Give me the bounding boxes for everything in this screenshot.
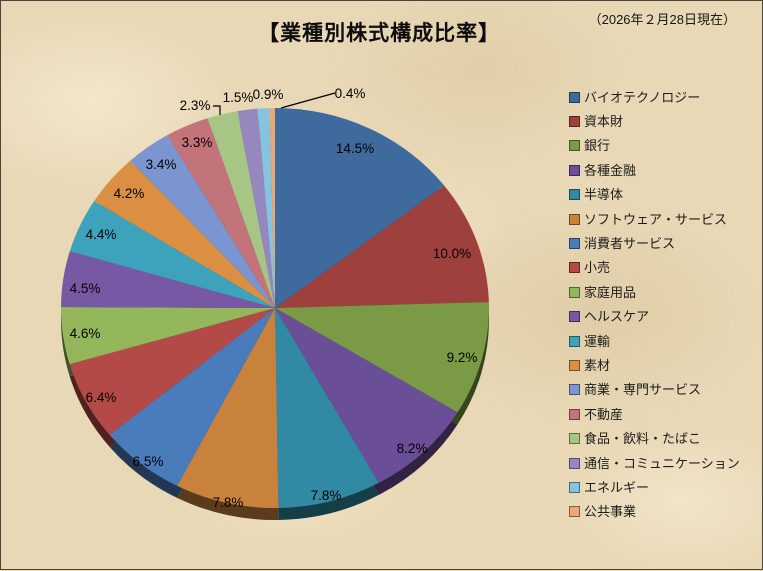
pie-slice-label: 2.3%	[180, 98, 211, 113]
label-leader-line	[213, 105, 221, 115]
pie-slice	[130, 135, 275, 308]
legend-item: ソフトウェア・サービス	[569, 207, 740, 231]
legend-swatch	[569, 140, 580, 152]
legend-swatch	[569, 164, 580, 176]
legend-item: 資本財	[569, 109, 740, 133]
legend-swatch	[569, 433, 580, 445]
pie-slice-label: 8.2%	[397, 441, 428, 456]
legend-item: 商業・専門サービス	[569, 378, 740, 402]
legend-item: 公共事業	[569, 500, 740, 524]
pie-slice	[69, 308, 275, 435]
pie-slice	[61, 307, 275, 365]
pie-slice	[177, 308, 279, 508]
legend-item: 半導体	[569, 183, 740, 207]
legend-item: 銀行	[569, 134, 740, 158]
pie-slice	[167, 118, 275, 308]
legend-swatch	[569, 213, 580, 225]
legend-swatch	[569, 481, 580, 493]
legend-item: 素材	[569, 353, 740, 377]
pie-slice-label: 0.4%	[335, 86, 366, 101]
legend-item: 不動産	[569, 402, 740, 426]
pie-slice	[109, 308, 275, 486]
legend-label: 半導体	[584, 187, 624, 203]
pie-slice	[237, 108, 275, 308]
pie-slice-label: 6.4%	[86, 390, 117, 405]
pie-slice-label: 3.4%	[146, 157, 177, 172]
legend-item: 小売	[569, 256, 740, 280]
legend-swatch	[569, 506, 580, 518]
label-leader-line	[280, 92, 336, 109]
legend-label: ヘルスケア	[584, 309, 650, 325]
legend-label: 素材	[584, 357, 611, 373]
as-of-date: （2026年２月28日現在）	[588, 12, 736, 27]
pie-slice	[275, 308, 458, 483]
pie-slice-label: 14.5%	[336, 141, 374, 156]
legend-item: バイオテクノロジー	[569, 85, 740, 109]
legend-swatch	[569, 359, 580, 371]
legend-item: 各種金融	[569, 158, 740, 182]
pie-slice-label: 6.5%	[133, 454, 164, 469]
pie-slice	[69, 201, 275, 308]
legend-label: エネルギー	[584, 479, 650, 495]
chart-title: 【業種別株式構成比率】	[258, 22, 501, 45]
legend-swatch	[569, 408, 580, 420]
legend-label: 通信・コミュニケーション	[584, 455, 740, 471]
legend-item: エネルギー	[569, 475, 740, 499]
pie-slice-label: 10.0%	[433, 246, 471, 261]
legend-swatch	[569, 262, 580, 274]
legend-label: 消費者サービス	[584, 236, 676, 252]
legend-swatch	[569, 311, 580, 323]
legend-label: 資本財	[584, 114, 624, 130]
legend-item: 消費者サービス	[569, 231, 740, 255]
legend-item: 食品・飲料・たばこ	[569, 426, 740, 450]
legend-label: 運輸	[584, 333, 611, 349]
pie-slice	[61, 251, 275, 308]
legend-swatch	[569, 238, 580, 250]
legend-item: 運輸	[569, 329, 740, 353]
pie-slice-label: 3.3%	[182, 135, 213, 150]
pie-slice-label: 0.9%	[253, 87, 284, 102]
pie-slice-label: 7.8%	[311, 488, 342, 503]
pie-slice	[207, 111, 275, 309]
legend-label: 商業・専門サービス	[584, 382, 702, 398]
pie-slice-label: 4.5%	[70, 281, 101, 296]
pie-slice-label: 9.2%	[447, 350, 478, 365]
pie-slice-label: 4.6%	[70, 326, 101, 341]
pie-slice	[275, 302, 489, 413]
legend-label: 食品・飲料・たばこ	[584, 431, 702, 447]
legend-swatch	[569, 91, 580, 103]
pie-slice	[257, 108, 275, 308]
pie-slice	[275, 308, 379, 508]
legend-swatch	[569, 457, 580, 469]
legend-label: 公共事業	[584, 504, 637, 520]
legend-label: ソフトウェア・サービス	[584, 211, 728, 227]
legend-label: 家庭用品	[584, 284, 637, 300]
pie-slice-label: 7.8%	[213, 495, 244, 510]
legend-swatch	[569, 335, 580, 347]
legend-label: バイオテクノロジー	[584, 89, 701, 105]
legend: バイオテクノロジー 資本財銀行各種金融半導体ソフトウェア・サービス 消費者サービス小…	[569, 85, 740, 524]
pie-slice-label: 4.4%	[86, 227, 117, 242]
legend-swatch	[569, 384, 580, 396]
pie-slice-label: 1.5%	[223, 90, 254, 105]
legend-swatch	[569, 116, 580, 128]
legend-item: 家庭用品	[569, 280, 740, 304]
legend-label: 不動産	[584, 406, 624, 422]
legend-item: ヘルスケア	[569, 305, 740, 329]
legend-item: 通信・コミュニケーション	[569, 451, 740, 475]
pie-slice	[275, 185, 489, 308]
pie-slice	[94, 160, 276, 308]
legend-swatch	[569, 286, 580, 298]
pie-slice-label: 4.2%	[114, 186, 145, 201]
legend-label: 各種金融	[584, 162, 637, 178]
legend-label: 小売	[584, 260, 611, 276]
pie-slice	[269, 108, 275, 308]
legend-label: 銀行	[584, 138, 611, 154]
legend-swatch	[569, 189, 580, 201]
pie-slice	[275, 108, 445, 308]
